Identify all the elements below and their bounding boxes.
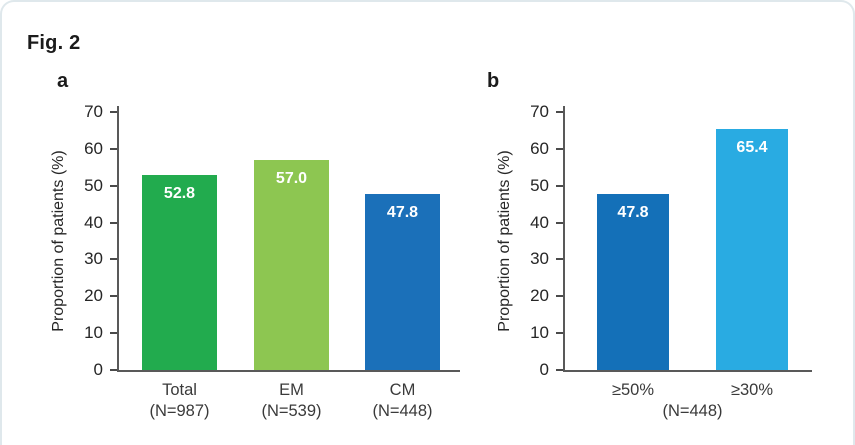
y-axis-line <box>117 106 119 372</box>
panel-b: b 0 10 20 30 40 50 60 70 Proportion of patients … <box>472 70 853 445</box>
bar-value-label: 47.8 <box>386 203 419 221</box>
y-tick-label: 10 <box>530 323 549 343</box>
y-tick-mark <box>556 147 563 150</box>
y-tick-mark <box>110 221 117 224</box>
y-tick-mark <box>556 295 563 298</box>
y-tick-label: 10 <box>84 323 103 343</box>
bar: 52.8 <box>142 175 217 370</box>
y-tick-label: 60 <box>84 138 103 158</box>
bar-value-label: 57.0 <box>275 169 308 187</box>
y-tick-label: 20 <box>84 286 103 306</box>
bar-value-label: 52.8 <box>163 185 196 203</box>
y-tick-mark <box>110 258 117 261</box>
y-tick-mark <box>110 332 117 335</box>
x-category-label: EM <box>279 381 304 399</box>
x-axis-line <box>117 370 460 372</box>
y-tick-mark <box>556 184 563 187</box>
bar: 65.4 <box>716 128 788 370</box>
y-tick-mark <box>556 221 563 224</box>
y-tick-mark <box>556 369 563 371</box>
x-category-label: CM <box>389 381 416 399</box>
bar: 57.0 <box>254 159 329 370</box>
y-tick-label: 50 <box>530 175 549 195</box>
panel-b-label: b <box>487 70 500 92</box>
y-tick-label: 0 <box>539 360 549 379</box>
x-category-sublabel: (N=539) <box>261 402 322 420</box>
bar-value-label: 65.4 <box>736 138 768 156</box>
y-tick-mark <box>556 258 563 261</box>
panel-a: a 0 10 20 30 40 50 60 70 Proportion of patients … <box>42 70 482 445</box>
group-n-label: (N=448) <box>662 402 723 420</box>
y-axis-line <box>563 106 565 372</box>
y-tick-label: 20 <box>530 286 549 306</box>
y-tick-mark <box>110 184 117 187</box>
y-tick-label: 50 <box>84 175 103 195</box>
bar-value-label: 47.8 <box>617 203 649 221</box>
x-category-sublabel: (N=448) <box>372 402 433 420</box>
panel-a-label: a <box>57 70 69 92</box>
y-axis-title: Proportion of patients (%) <box>50 150 67 332</box>
y-tick-label: 40 <box>84 212 103 232</box>
y-tick-label: 60 <box>530 138 549 158</box>
y-tick-label: 70 <box>530 102 549 121</box>
bar: 47.8 <box>365 193 440 370</box>
y-tick-mark <box>110 111 117 113</box>
figure-title: Fig. 2 <box>27 32 81 54</box>
y-axis-title: Proportion of patients (%) <box>496 150 513 332</box>
x-axis-line <box>563 370 812 372</box>
y-tick-mark <box>556 111 563 113</box>
x-category-sublabel: (N=987) <box>149 402 210 420</box>
x-category-label: ≥30% <box>730 381 774 399</box>
bar: 47.8 <box>597 193 669 370</box>
y-tick-label: 70 <box>84 102 103 121</box>
y-tick-mark <box>556 332 563 335</box>
y-tick-label: 0 <box>93 360 103 379</box>
y-tick-label: 30 <box>530 249 549 269</box>
y-tick-mark <box>110 369 117 371</box>
x-category-label: ≥50% <box>611 381 655 399</box>
y-tick-label: 30 <box>84 249 103 269</box>
y-tick-mark <box>110 295 117 298</box>
y-tick-label: 40 <box>530 212 549 232</box>
y-tick-mark <box>110 147 117 150</box>
x-category-label: Total <box>162 381 197 399</box>
